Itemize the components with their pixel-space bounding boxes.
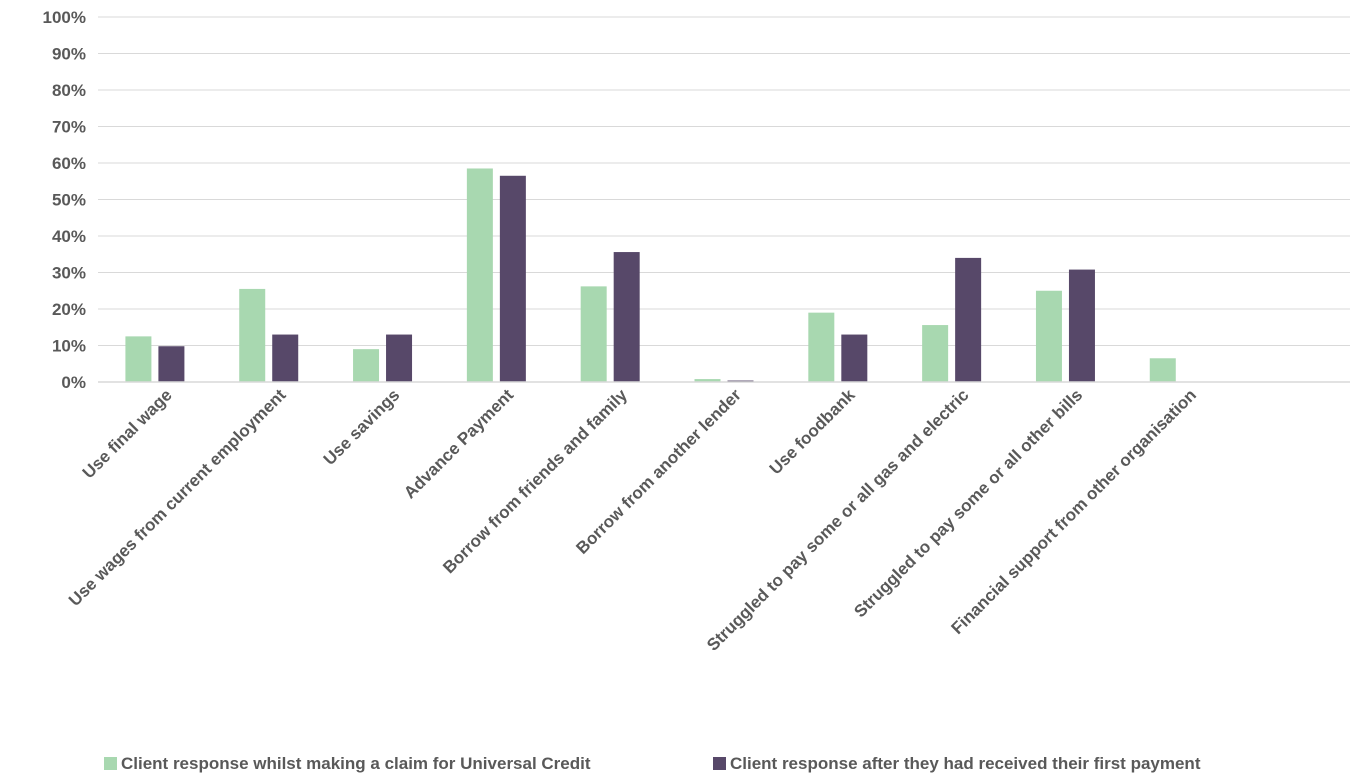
bar-first-payment [955,257,982,382]
y-tick-label: 80% [52,81,86,100]
bar-first-payment [499,175,526,382]
y-tick-label: 60% [52,154,86,173]
x-tick-label: Borrow from friends and family [439,385,631,577]
legend-label-claim: Client response whilst making a claim fo… [121,754,591,773]
y-tick-label: 10% [52,337,86,356]
bar-claim [466,168,493,382]
x-tick-label: Struggled to pay some or all gas and ele… [703,385,972,654]
bar-claim [1035,290,1062,382]
y-tick-label: 50% [52,191,86,210]
legend: Client response whilst making a claim fo… [104,754,1201,773]
y-tick-label: 30% [52,264,86,283]
bar-claim [694,379,721,382]
bar-claim [125,336,152,382]
x-tick-label: Struggled to pay some or all other bills [850,385,1086,621]
bar-claim [239,288,266,382]
bar-first-payment [613,252,640,382]
bar-claim [922,325,949,382]
bars [125,168,1176,382]
bar-first-payment [1068,269,1095,382]
x-tick-label: Use foodbank [766,385,859,478]
bar-claim [353,349,380,382]
bar-first-payment [272,334,299,382]
x-tick-label: Financial support from other organisatio… [948,385,1201,638]
legend-label-first-payment: Client response after they had received … [730,754,1201,773]
bar-first-payment [841,334,868,382]
gridlines [98,16,1350,346]
y-tick-label: 0% [61,373,86,392]
y-tick-label: 20% [52,300,86,319]
legend-swatch-claim [104,757,117,770]
y-tick-label: 40% [52,227,86,246]
x-tick-label: Use final wage [79,385,176,482]
bar-claim [580,286,607,382]
x-tick-label: Use savings [320,385,404,469]
y-tick-label: 70% [52,118,86,137]
x-tick-label: Advance Payment [400,385,517,502]
bar-claim [808,312,835,382]
bar-first-payment [158,346,185,382]
y-tick-label: 100% [43,8,86,27]
y-axis-ticks: 0% 10% 20% 30% 40% 50% 60% 70% 80% 90% 100% [43,8,86,392]
x-tick-label: Use wages from current employment [65,385,290,610]
legend-swatch-first-payment [713,757,726,770]
y-tick-label: 90% [52,45,86,64]
bar-claim [1149,358,1176,382]
bar-first-payment [386,334,413,382]
